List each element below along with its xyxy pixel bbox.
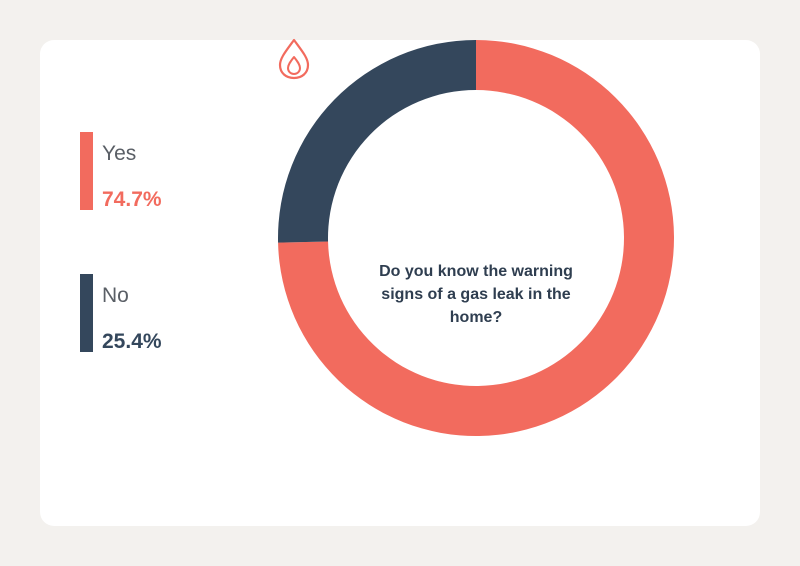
legend-label-yes: Yes	[102, 142, 137, 165]
legend-label-no: No	[102, 284, 129, 307]
donut-svg	[278, 40, 674, 436]
donut-slice-no	[278, 40, 476, 243]
legend-value-yes: 74.7%	[102, 188, 162, 211]
donut-chart: Do you know the warning signs of a gas l…	[276, 38, 676, 438]
legend-swatch-yes	[80, 132, 93, 210]
donut-center-question: Do you know the warning signs of a gas l…	[379, 263, 573, 326]
gas-flame-drop-icon	[278, 38, 310, 80]
legend-value-no: 25.4%	[102, 330, 162, 353]
legend-swatch-no	[80, 274, 93, 352]
